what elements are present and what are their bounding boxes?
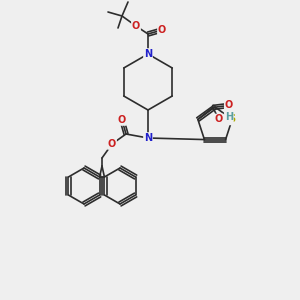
Text: O: O [158,25,166,35]
Text: O: O [108,139,116,149]
Text: O: O [225,100,233,110]
Text: H: H [225,112,233,122]
Text: O: O [215,114,223,124]
Text: N: N [144,49,152,59]
Text: O: O [118,115,126,125]
Text: S: S [229,114,236,124]
Text: O: O [132,21,140,31]
Text: N: N [144,133,152,143]
